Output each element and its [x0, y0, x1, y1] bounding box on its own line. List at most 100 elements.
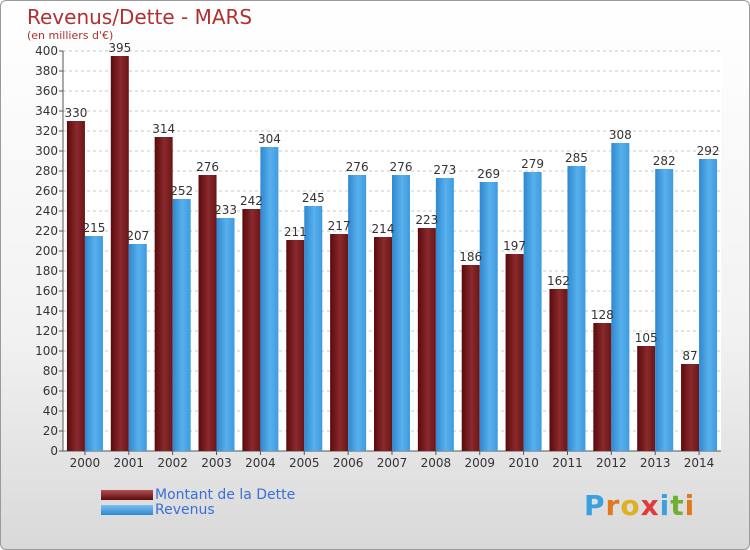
data-label-revenue: 276: [390, 160, 413, 174]
y-tick-label: 60: [43, 384, 58, 398]
chart-legend: Montant de la Dette Revenus: [101, 487, 295, 518]
x-tick-label: 2001: [114, 456, 145, 470]
legend-swatch-revenue: [101, 504, 153, 515]
bar-revenue: [699, 159, 718, 451]
data-label-revenue: 273: [433, 163, 456, 177]
data-label-revenue: 215: [82, 221, 105, 235]
y-tick-label: 240: [35, 204, 58, 218]
y-tick-label: 260: [35, 184, 58, 198]
bar-debt: [637, 346, 656, 451]
bar-revenue: [611, 143, 630, 451]
data-label-revenue: 269: [477, 167, 500, 181]
data-label-debt: 223: [415, 213, 438, 227]
x-tick-label: 2009: [464, 456, 495, 470]
data-label-revenue: 308: [609, 128, 632, 142]
data-label-revenue: 276: [346, 160, 369, 174]
bar-revenue: [567, 166, 586, 451]
x-tick-label: 2003: [201, 456, 232, 470]
data-label-debt: 105: [635, 331, 658, 345]
x-tick-label: 2011: [552, 456, 583, 470]
bar-revenue: [479, 182, 498, 451]
y-tick-label: 380: [35, 64, 58, 78]
legend-swatch-debt: [101, 489, 153, 500]
data-label-revenue: 279: [521, 157, 544, 171]
x-tick-label: 2004: [245, 456, 276, 470]
y-tick-label: 40: [43, 404, 58, 418]
data-label-debt: 276: [196, 160, 219, 174]
data-label-debt: 217: [328, 219, 351, 233]
bar-revenue: [348, 175, 367, 451]
x-tick-label: 2008: [421, 456, 452, 470]
data-label-debt: 211: [284, 225, 307, 239]
logo-letter: t: [670, 489, 685, 522]
bar-debt: [681, 364, 700, 451]
y-tick-label: 200: [35, 244, 58, 258]
data-label-debt: 162: [547, 274, 570, 288]
data-label-debt: 395: [108, 41, 131, 55]
data-label-debt: 314: [152, 122, 175, 136]
bar-debt: [374, 237, 392, 451]
y-tick-label: 160: [35, 284, 58, 298]
data-label-revenue: 252: [170, 184, 193, 198]
y-tick-label: 120: [35, 324, 58, 338]
bar-debt: [505, 254, 524, 451]
bar-debt: [330, 234, 349, 451]
x-tick-label: 2014: [684, 456, 715, 470]
bar-debt: [198, 175, 217, 451]
proxiti-logo: Proxiti: [584, 489, 695, 522]
data-label-debt: 214: [372, 222, 395, 236]
legend-label-revenue: Revenus: [155, 501, 215, 518]
data-label-debt: 330: [64, 106, 87, 120]
bar-revenue: [655, 169, 674, 451]
y-tick-label: 220: [35, 224, 58, 238]
bar-debt: [154, 137, 173, 451]
data-label-debt: 197: [503, 239, 526, 253]
data-label-revenue: 233: [214, 203, 237, 217]
bar-debt: [110, 56, 129, 451]
y-tick-label: 320: [35, 124, 58, 138]
bar-revenue: [84, 236, 103, 451]
data-label-revenue: 285: [565, 151, 588, 165]
y-tick-label: 140: [35, 304, 58, 318]
legend-item-debt: Montant de la Dette: [101, 487, 295, 503]
y-tick-label: 340: [35, 104, 58, 118]
data-label-revenue: 304: [258, 132, 281, 146]
bar-debt: [417, 228, 436, 451]
bar-revenue: [435, 178, 454, 451]
y-tick-label: 360: [35, 84, 58, 98]
data-label-revenue: 292: [697, 144, 720, 158]
y-tick-label: 300: [35, 144, 58, 158]
x-tick-label: 2013: [640, 456, 671, 470]
bar-revenue: [523, 172, 542, 451]
data-label-debt: 87: [682, 349, 697, 363]
bar-debt: [66, 121, 85, 451]
logo-letter: r: [605, 489, 621, 522]
logo-letter: i: [684, 489, 696, 522]
logo-letter: o: [620, 489, 641, 522]
bar-revenue: [128, 244, 147, 451]
legend-item-revenue: Revenus: [101, 501, 295, 518]
bar-debt: [461, 265, 480, 451]
y-tick-label: 100: [35, 344, 58, 358]
chart-subtitle: (en milliers d'€): [27, 29, 114, 42]
data-label-debt: 186: [459, 250, 482, 264]
data-label-revenue: 282: [653, 154, 676, 168]
x-tick-label: 2012: [596, 456, 627, 470]
y-tick-label: 280: [35, 164, 58, 178]
bar-debt: [549, 289, 568, 451]
bar-revenue: [304, 206, 323, 451]
x-tick-label: 2010: [508, 456, 539, 470]
y-tick-label: 400: [35, 44, 58, 58]
y-tick-label: 0: [50, 444, 58, 458]
data-label-revenue: 245: [302, 191, 325, 205]
x-tick-label: 2007: [377, 456, 408, 470]
bar-debt: [242, 209, 261, 451]
y-tick-label: 20: [43, 424, 58, 438]
bar-debt: [593, 323, 612, 451]
data-label-debt: 128: [591, 308, 614, 322]
x-tick-label: 2006: [333, 456, 364, 470]
bar-debt: [286, 240, 305, 451]
data-label-debt: 242: [240, 194, 263, 208]
